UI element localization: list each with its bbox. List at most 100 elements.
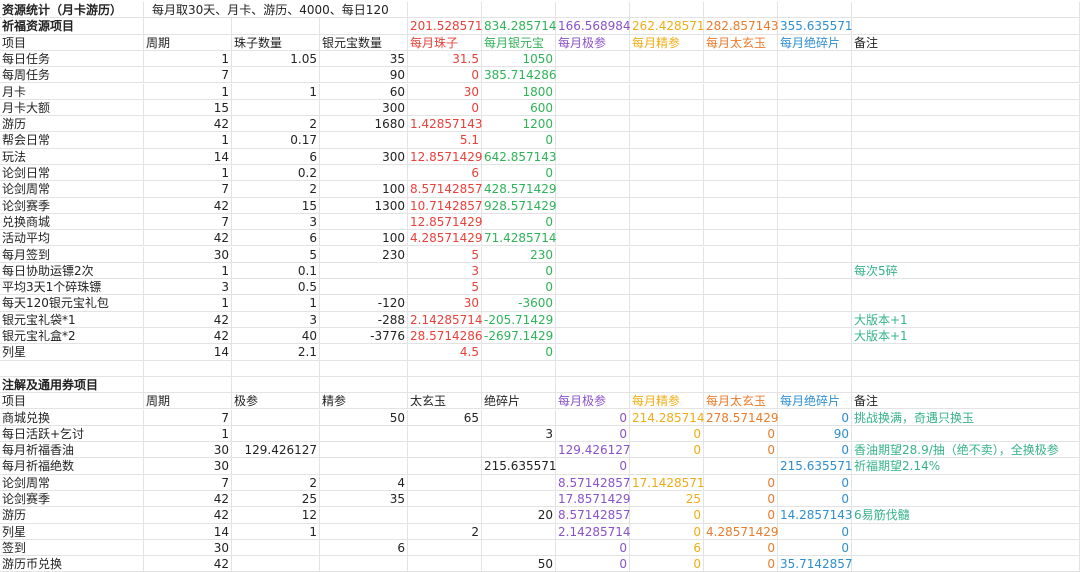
data-cell[interactable] <box>320 523 408 540</box>
data-cell[interactable]: 2 <box>232 181 320 198</box>
row-label[interactable]: 每月祈福香油 <box>0 442 144 459</box>
empty-cell[interactable] <box>320 360 408 377</box>
data-cell[interactable]: 50 <box>482 556 556 572</box>
data-cell[interactable]: 42 <box>144 507 232 524</box>
data-cell[interactable]: 8.57142857 <box>556 474 631 491</box>
column-header[interactable]: 备注 <box>852 34 1080 51</box>
data-cell[interactable]: 8.57142857 <box>408 181 483 198</box>
data-cell[interactable] <box>232 67 320 84</box>
data-cell[interactable] <box>232 539 320 557</box>
empty-cell[interactable] <box>482 376 556 394</box>
column-header[interactable]: 项目 <box>0 34 144 51</box>
data-cell[interactable] <box>556 99 630 117</box>
data-cell[interactable] <box>630 295 704 312</box>
data-cell[interactable] <box>704 279 778 296</box>
data-cell[interactable] <box>630 116 704 133</box>
data-cell[interactable]: 35 <box>320 50 408 68</box>
data-cell[interactable] <box>778 262 852 280</box>
empty-cell[interactable] <box>144 376 232 394</box>
data-cell[interactable] <box>556 230 630 247</box>
data-cell[interactable]: 6易筋伐髓 <box>852 507 1080 524</box>
data-cell[interactable]: 6 <box>320 539 408 557</box>
data-cell[interactable] <box>630 67 704 84</box>
data-cell[interactable]: 1 <box>144 50 232 68</box>
row-label[interactable]: 帮会日常 <box>0 132 144 149</box>
data-cell[interactable]: 14 <box>144 344 232 361</box>
data-cell[interactable] <box>630 279 704 296</box>
row-label[interactable]: 玩法 <box>0 148 144 165</box>
data-cell[interactable]: 香油期望28.9/抽（绝不卖），全换极参 <box>852 442 1080 459</box>
data-cell[interactable]: 278.571429 <box>704 409 779 426</box>
data-cell[interactable]: 2.1 <box>232 344 320 361</box>
data-cell[interactable]: 0 <box>778 409 852 426</box>
empty-cell[interactable] <box>482 360 556 377</box>
data-cell[interactable] <box>320 344 408 361</box>
data-cell[interactable]: 25 <box>630 491 704 508</box>
data-cell[interactable] <box>556 311 630 328</box>
data-cell[interactable] <box>778 148 852 165</box>
data-cell[interactable] <box>704 99 778 117</box>
data-cell[interactable] <box>778 230 852 247</box>
data-cell[interactable] <box>630 181 704 198</box>
row-label[interactable]: 每月签到 <box>0 246 144 263</box>
data-cell[interactable] <box>852 197 1080 214</box>
empty-cell[interactable] <box>778 360 852 377</box>
data-cell[interactable]: 100 <box>320 181 408 198</box>
data-cell[interactable] <box>320 213 408 231</box>
data-cell[interactable] <box>556 295 630 312</box>
data-cell[interactable]: 0 <box>778 474 852 491</box>
data-cell[interactable]: 4.28571429 <box>704 523 779 540</box>
data-cell[interactable]: 0 <box>704 425 778 443</box>
data-cell[interactable] <box>408 458 482 475</box>
empty-cell[interactable] <box>232 376 320 394</box>
data-cell[interactable]: 300 <box>320 148 408 165</box>
data-cell[interactable]: 1 <box>144 83 232 100</box>
data-cell[interactable] <box>852 474 1080 491</box>
data-cell[interactable] <box>630 311 704 328</box>
row-label[interactable]: 活动平均 <box>0 230 144 247</box>
data-cell[interactable]: 8.57142857 <box>556 507 631 524</box>
data-cell[interactable] <box>630 99 704 117</box>
data-cell[interactable] <box>852 67 1080 84</box>
data-cell[interactable]: 42 <box>144 116 232 133</box>
data-cell[interactable]: 600 <box>482 99 556 117</box>
row-label[interactable]: 论剑日常 <box>0 165 144 182</box>
data-cell[interactable]: 7 <box>144 409 232 426</box>
data-cell[interactable]: 4 <box>320 474 408 491</box>
data-cell[interactable] <box>852 230 1080 247</box>
data-cell[interactable] <box>556 246 630 263</box>
data-cell[interactable]: 642.857143 <box>482 148 557 165</box>
data-cell[interactable]: 14 <box>144 523 232 540</box>
data-cell[interactable] <box>704 311 778 328</box>
data-cell[interactable]: 0 <box>630 507 704 524</box>
data-cell[interactable] <box>852 491 1080 508</box>
data-cell[interactable]: 100 <box>320 230 408 247</box>
data-cell[interactable]: 0 <box>704 442 778 459</box>
data-cell[interactable]: 5 <box>408 279 482 296</box>
data-cell[interactable]: 12.8571429 <box>408 148 483 165</box>
row-label[interactable]: 每月祈福绝数 <box>0 458 144 475</box>
row-label[interactable]: 论剑赛季 <box>0 197 144 214</box>
data-cell[interactable]: 28.5714286 <box>408 328 483 345</box>
data-cell[interactable] <box>778 99 852 117</box>
data-cell[interactable] <box>704 181 778 198</box>
data-cell[interactable] <box>482 491 556 508</box>
data-cell[interactable] <box>320 425 408 443</box>
data-cell[interactable] <box>704 295 778 312</box>
column-header[interactable]: 每月太玄玉 <box>704 393 778 410</box>
data-cell[interactable] <box>320 556 408 572</box>
column-header[interactable]: 每月极参 <box>556 34 630 51</box>
data-cell[interactable] <box>630 246 704 263</box>
data-cell[interactable] <box>630 132 704 149</box>
data-cell[interactable] <box>778 165 852 182</box>
data-cell[interactable] <box>556 262 630 280</box>
empty-cell[interactable] <box>408 376 482 394</box>
data-cell[interactable]: 6 <box>408 165 482 182</box>
row-label[interactable]: 论剑周常 <box>0 474 144 491</box>
empty-cell[interactable] <box>320 18 408 35</box>
data-cell[interactable]: 1.42857143 <box>408 116 483 133</box>
row-label[interactable]: 月卡大额 <box>0 99 144 117</box>
data-cell[interactable]: 40 <box>232 328 320 345</box>
data-cell[interactable]: 1 <box>232 295 320 312</box>
data-cell[interactable]: 0 <box>408 67 482 84</box>
